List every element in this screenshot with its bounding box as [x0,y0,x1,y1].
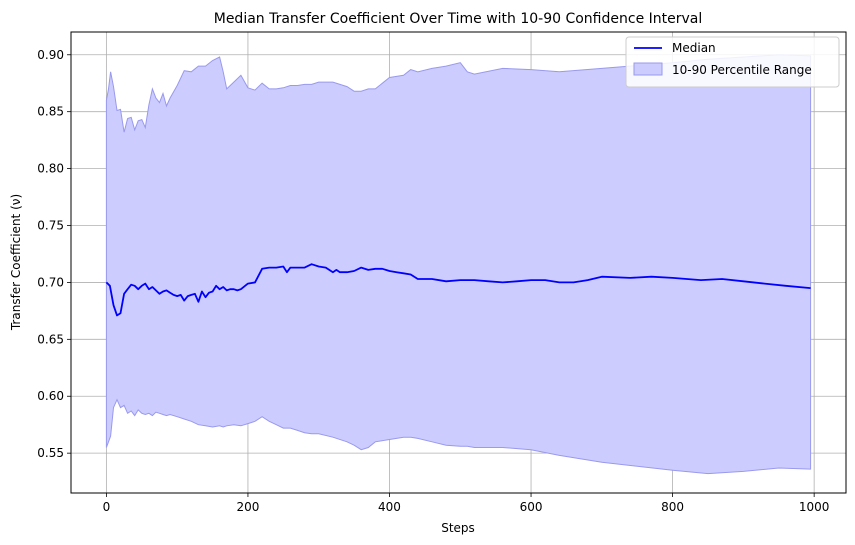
median-line [105,263,811,317]
legend-band-swatch [633,62,663,76]
legend-box [625,36,840,88]
x-axis-label: Steps [441,521,475,535]
y-tick-label: 0.55 [37,446,64,460]
x-ticks: 0 200 400 600 800 1000 [103,493,830,514]
y-tick-label: 0.75 [37,219,64,233]
y-tick-label: 0.70 [37,275,64,289]
x-tick-label: 800 [661,500,684,514]
x-tick-label: 0 [103,500,111,514]
percentile-band [105,54,812,475]
y-axis-label: Transfer Coefficient (ν) [9,194,23,331]
x-tick-label: 1000 [799,500,830,514]
x-tick-label: 200 [236,500,259,514]
y-tick-label: 0.60 [37,389,64,403]
band-layer [105,54,812,475]
chart-title: Median Transfer Coefficient Over Time wi… [214,11,703,27]
plot-frame [70,31,847,494]
line-layer [105,263,811,317]
legend-median-label: Median [672,41,716,55]
y-ticks: 0.55 0.60 0.65 0.70 0.75 0.80 0.85 0.90 [37,48,71,460]
y-tick-label: 0.85 [37,105,64,119]
y-tick-label: 0.80 [37,162,64,176]
legend-band-label: 10-90 Percentile Range [672,63,812,77]
x-tick-label: 600 [520,500,543,514]
x-tick-label: 400 [378,500,401,514]
legend: Median 10-90 Percentile Range [625,36,840,88]
y-tick-label: 0.90 [37,48,64,62]
y-tick-label: 0.65 [37,332,64,346]
